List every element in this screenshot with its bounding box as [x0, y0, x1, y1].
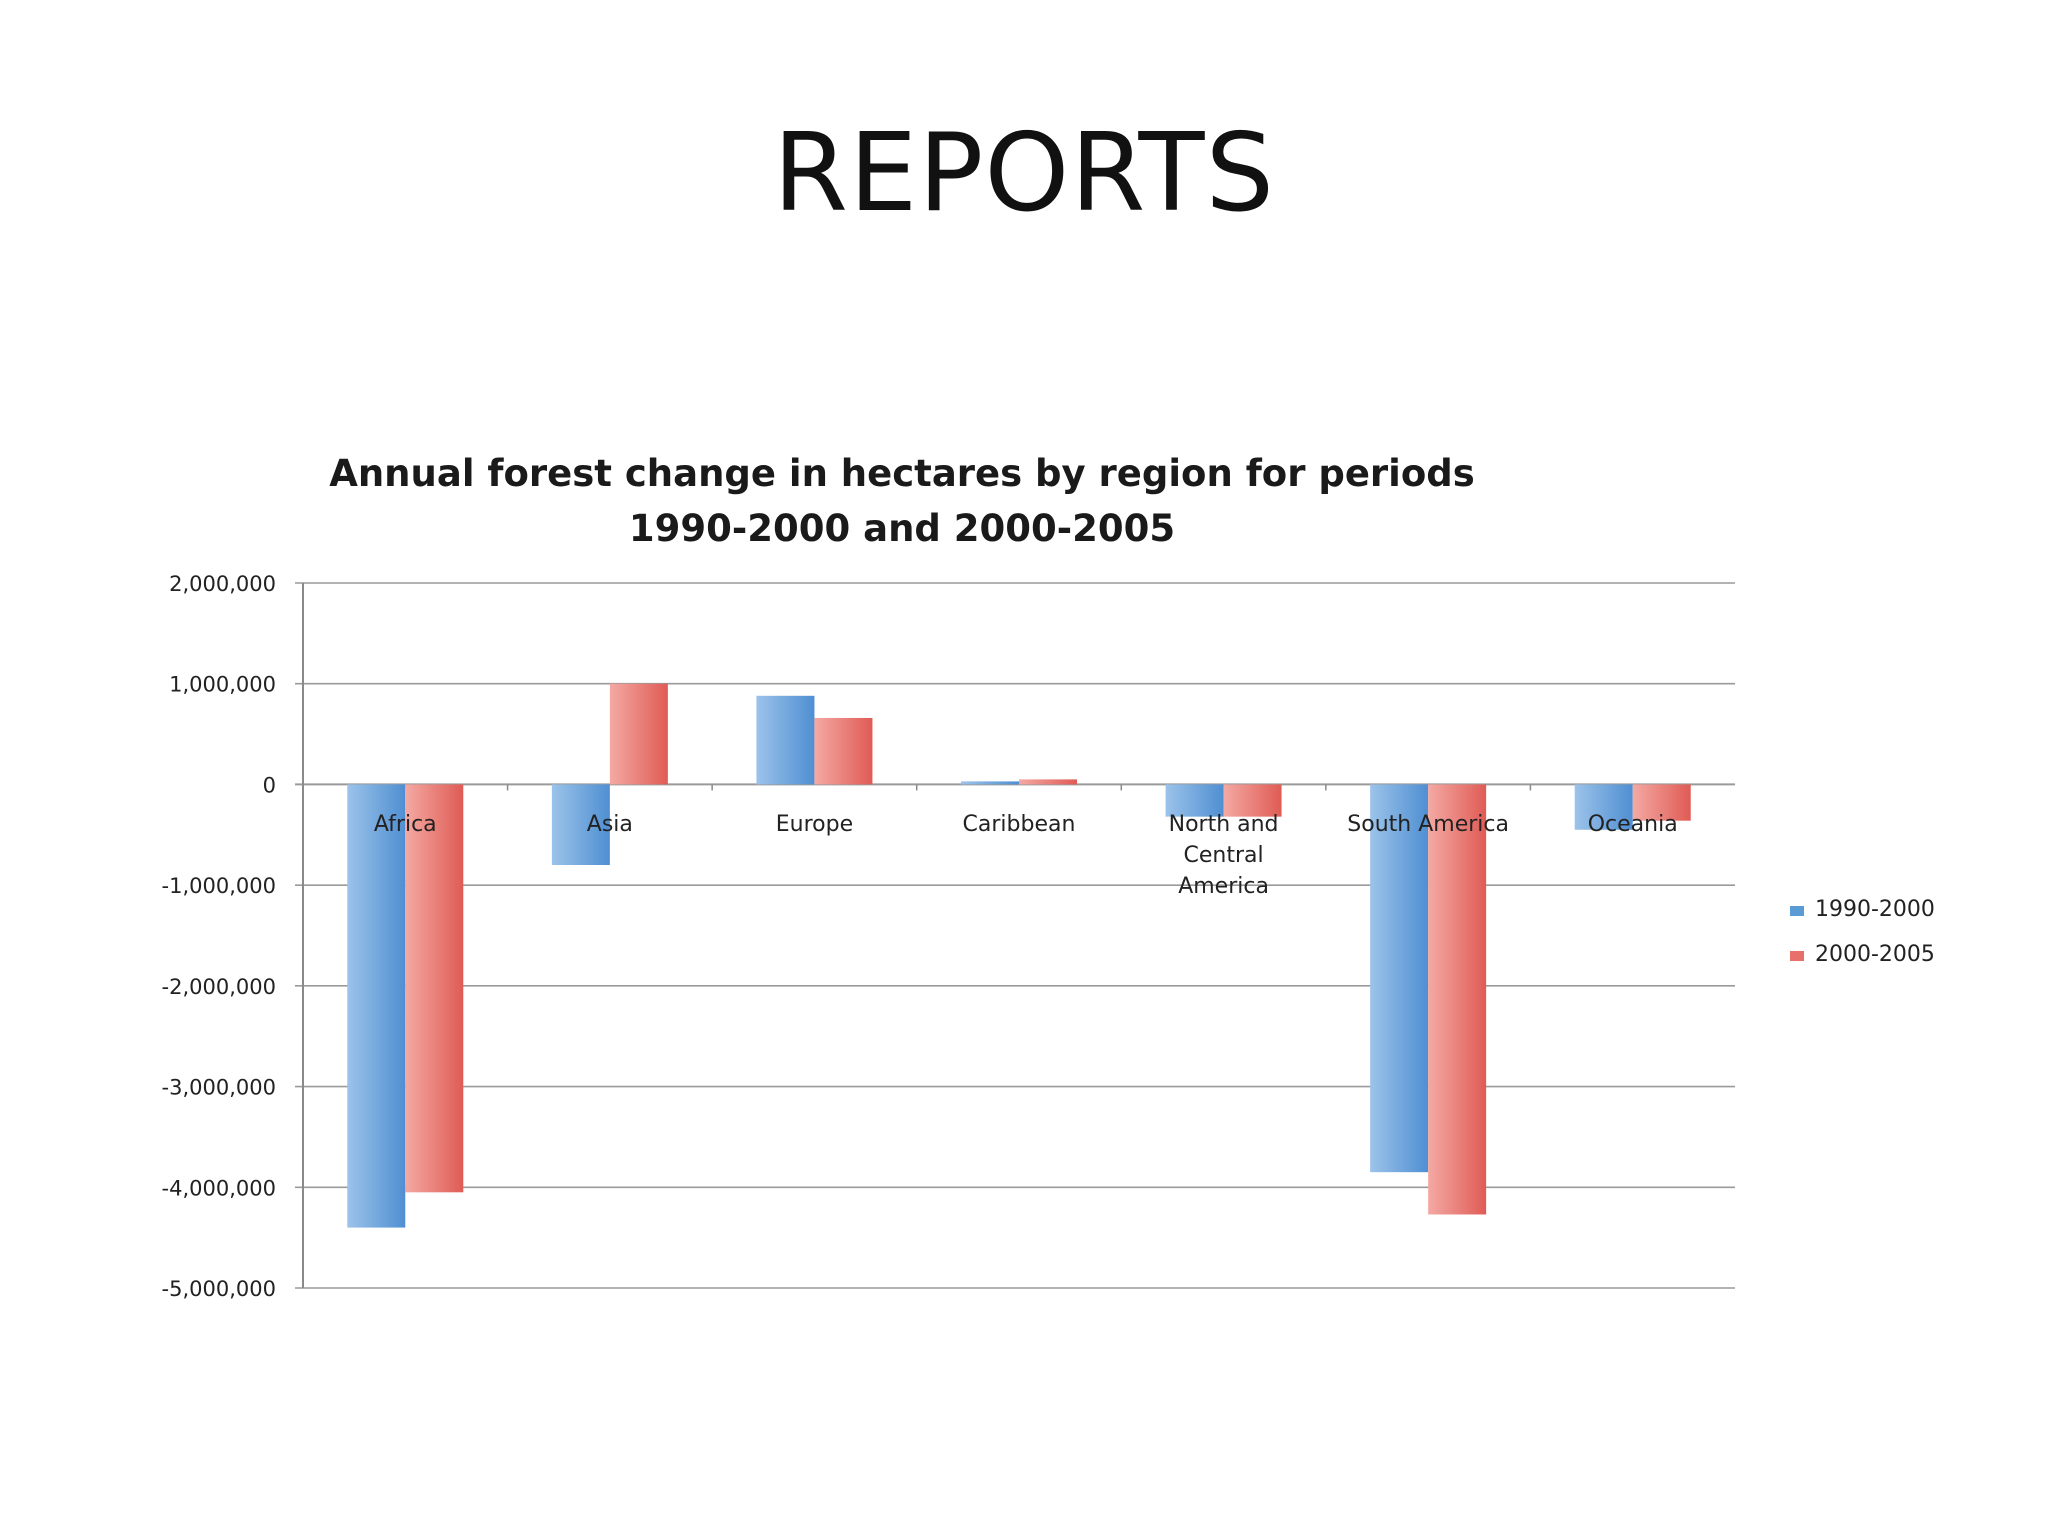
legend-swatch [1790, 906, 1804, 916]
x-category-label: South America [1347, 812, 1509, 837]
legend-swatch [1790, 951, 1804, 961]
legend: 1990-2000 2000-2005 [1790, 897, 1935, 967]
bar-1990-2000-north-and-central-america [1165, 784, 1224, 817]
y-tick-label: -2,000,000 [162, 975, 276, 999]
y-axis-tick-labels: 2,000,000 1,000,000 0 -1,000,000 -2,000,000 -… [162, 572, 276, 1301]
x-category-label: North and [1169, 812, 1279, 837]
x-axis-category-labels: Africa Asia Europe Caribbean North and Centra… [374, 812, 1678, 899]
bar-2000-2005-oceania [1632, 784, 1691, 821]
x-category-label: America [1178, 874, 1269, 899]
y-tick-label: 2,000,000 [169, 572, 276, 596]
y-tick-label: -4,000,000 [162, 1176, 276, 1200]
bar-2000-2005-asia [609, 683, 668, 785]
bar-2000-2005-europe [814, 717, 873, 785]
legend-label: 1990-2000 [1815, 897, 1935, 922]
y-tick-label: 0 [263, 773, 276, 797]
bar-1990-2000-caribbean [961, 781, 1019, 785]
gridlines [295, 582, 1735, 1289]
slide-title: REPORTS [772, 111, 1276, 236]
legend-label: 2000-2005 [1815, 942, 1935, 967]
bar-1990-2000-europe [756, 695, 815, 785]
bar-1990-2000-africa [347, 784, 406, 1228]
y-tick-label: -1,000,000 [162, 874, 276, 898]
bar-1990-2000-oceania [1574, 784, 1633, 830]
x-category-label: Central [1184, 843, 1264, 868]
y-tick-label: -3,000,000 [162, 1076, 276, 1100]
chart-title: Annual forest change in hectares by regi… [329, 452, 1475, 495]
x-category-label: Africa [374, 812, 437, 837]
bar-2000-2005-north-and-central-america [1223, 784, 1282, 817]
chart-subtitle: 1990-2000 and 2000-2005 [629, 507, 1175, 550]
x-category-label: Oceania [1588, 812, 1678, 837]
x-category-label: Asia [587, 812, 633, 837]
bar-2000-2005-africa [405, 784, 464, 1193]
x-category-label: Europe [776, 812, 853, 837]
bars [347, 683, 1691, 1228]
bar-1990-2000-asia [551, 784, 610, 865]
bar-2000-2005-south-america [1428, 784, 1487, 1215]
x-category-label: Caribbean [963, 812, 1076, 837]
y-tick-label: 1,000,000 [169, 673, 276, 697]
bar-2000-2005-caribbean [1019, 779, 1077, 785]
bar-1990-2000-south-america [1370, 784, 1429, 1173]
y-tick-label: -5,000,000 [162, 1277, 276, 1301]
